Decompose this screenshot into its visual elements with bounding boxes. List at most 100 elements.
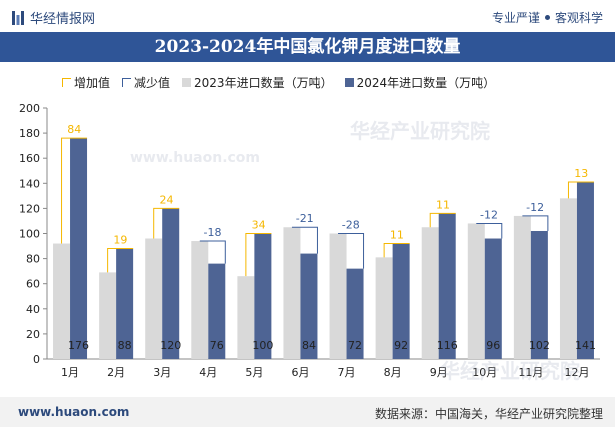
bar-2023 — [421, 227, 439, 359]
x-tick-label: 9月 — [430, 366, 448, 379]
top-bar: 华经情报网 专业严谨 客观科学 — [0, 0, 615, 32]
change-label: 11 — [390, 229, 404, 242]
y-tick-label: 200 — [19, 102, 40, 115]
bar-2024 — [70, 138, 88, 359]
bar-2023 — [513, 215, 531, 359]
bar-2024 — [300, 253, 318, 359]
bar-2024 — [346, 268, 364, 359]
bar-2024 — [484, 238, 502, 359]
data-label-2024: 176 — [68, 339, 89, 352]
legend-increase-label: 增加值 — [74, 76, 111, 90]
data-label-2024: 84 — [302, 339, 316, 352]
bar-2023 — [191, 241, 209, 359]
bar-2024 — [116, 248, 134, 359]
x-tick-label: 11月 — [518, 366, 543, 379]
bar-2024 — [254, 233, 272, 359]
x-tick-label: 7月 — [338, 366, 356, 379]
change-label: -28 — [342, 219, 360, 232]
y-tick-label: 20 — [26, 328, 40, 341]
y-tick-label: 60 — [26, 278, 40, 291]
x-tick-label: 1月 — [61, 366, 79, 379]
tagline-right: 客观科学 — [554, 11, 603, 25]
data-label-2024: 102 — [529, 339, 550, 352]
change-label: 24 — [159, 193, 173, 206]
data-label-2024: 92 — [394, 339, 408, 352]
x-tick-label: 12月 — [564, 366, 589, 379]
data-label-2024: 116 — [437, 339, 458, 352]
change-bracket — [567, 181, 594, 199]
x-tick-label: 3月 — [153, 366, 171, 379]
chart-title: 2023-2024年中国氯化钾月度进口数量 — [0, 32, 615, 62]
y-tick-label: 40 — [26, 303, 40, 316]
brand[interactable]: 华经情报网 — [12, 8, 95, 27]
bar-2024 — [530, 230, 548, 359]
legend-2024: 2024年进口数量（万吨） — [344, 74, 496, 91]
bar-2024 — [162, 208, 180, 359]
legend-decrease-label: 减少值 — [134, 76, 171, 90]
footer-source: 数据来源：中国海关，华经产业研究院整理 — [374, 407, 603, 421]
bar-2023 — [375, 257, 393, 359]
x-tick-label: 2月 — [107, 366, 125, 379]
legend-decrease: 减少值 — [122, 74, 170, 91]
change-bracket — [383, 243, 410, 258]
data-label-2024: 76 — [210, 339, 224, 352]
data-label-2024: 100 — [252, 339, 273, 352]
bar-2023 — [329, 233, 347, 359]
change-label: -18 — [204, 226, 222, 239]
y-tick-label: 80 — [26, 253, 40, 266]
y-tick-label: 120 — [19, 202, 40, 215]
legend-increase: 增加值 — [62, 74, 110, 91]
change-bracket — [338, 233, 365, 269]
y2023-swatch-icon — [182, 78, 192, 87]
data-label-2024: 96 — [486, 339, 500, 352]
change-bracket — [153, 207, 180, 239]
change-bracket — [199, 240, 226, 264]
bar-2023 — [237, 276, 255, 359]
data-label-2024: 72 — [348, 339, 362, 352]
change-label: -12 — [526, 201, 544, 214]
change-label: 34 — [252, 219, 266, 232]
bar-2023 — [559, 198, 577, 359]
bar-2023 — [283, 227, 301, 359]
y-tick-label: 0 — [33, 353, 40, 366]
brand-name: 华经情报网 — [30, 12, 96, 27]
y-tick-label: 160 — [19, 152, 40, 165]
bar-2023 — [467, 223, 485, 359]
legend-2024-label: 2024年进口数量（万吨） — [356, 76, 496, 90]
legend-2023-label: 2023年进口数量（万吨） — [194, 76, 333, 90]
change-bracket — [61, 137, 88, 244]
change-bracket — [522, 215, 549, 231]
decrease-swatch-icon — [122, 78, 132, 87]
change-label: -21 — [296, 212, 314, 225]
data-label-2024: 141 — [575, 339, 596, 352]
change-bracket — [429, 212, 456, 228]
bar-2024 — [576, 182, 594, 359]
legend-2023: 2023年进口数量（万吨） — [182, 74, 333, 91]
change-bracket — [476, 222, 503, 239]
y-tick-label: 140 — [19, 177, 40, 190]
change-label: -12 — [480, 208, 498, 221]
dot-icon — [544, 15, 550, 20]
tagline-left: 专业严谨 — [491, 11, 540, 25]
legend: 增加值 减少值 2023年进口数量（万吨） 2024年进口数量（万吨） — [62, 74, 507, 91]
bar-2023 — [99, 272, 117, 359]
bar-chart: 0 20 40 60 80 100 120 140 160 180 200 176 84 1月 88 19 2月… — [19, 102, 600, 379]
change-label: 84 — [67, 123, 81, 136]
bar-2023 — [145, 238, 163, 359]
x-tick-label: 6月 — [291, 366, 309, 379]
x-tick-label: 4月 — [199, 366, 217, 379]
increase-swatch-icon — [62, 78, 71, 87]
bar-2024 — [392, 243, 410, 359]
change-bracket — [107, 248, 134, 273]
y2024-swatch-icon — [344, 78, 354, 87]
data-label-2024: 88 — [118, 339, 132, 352]
bar-2024 — [438, 213, 456, 359]
change-bracket — [291, 226, 318, 254]
footer: www.huaon.com 数据来源：中国海关，华经产业研究院整理 — [0, 397, 615, 427]
data-label-2024: 120 — [160, 339, 181, 352]
footer-url[interactable]: www.huaon.com — [18, 405, 130, 419]
x-tick-label: 8月 — [384, 366, 402, 379]
bar-2024 — [208, 263, 226, 359]
x-tick-label: 10月 — [472, 366, 497, 379]
x-tick-label: 5月 — [245, 366, 263, 379]
